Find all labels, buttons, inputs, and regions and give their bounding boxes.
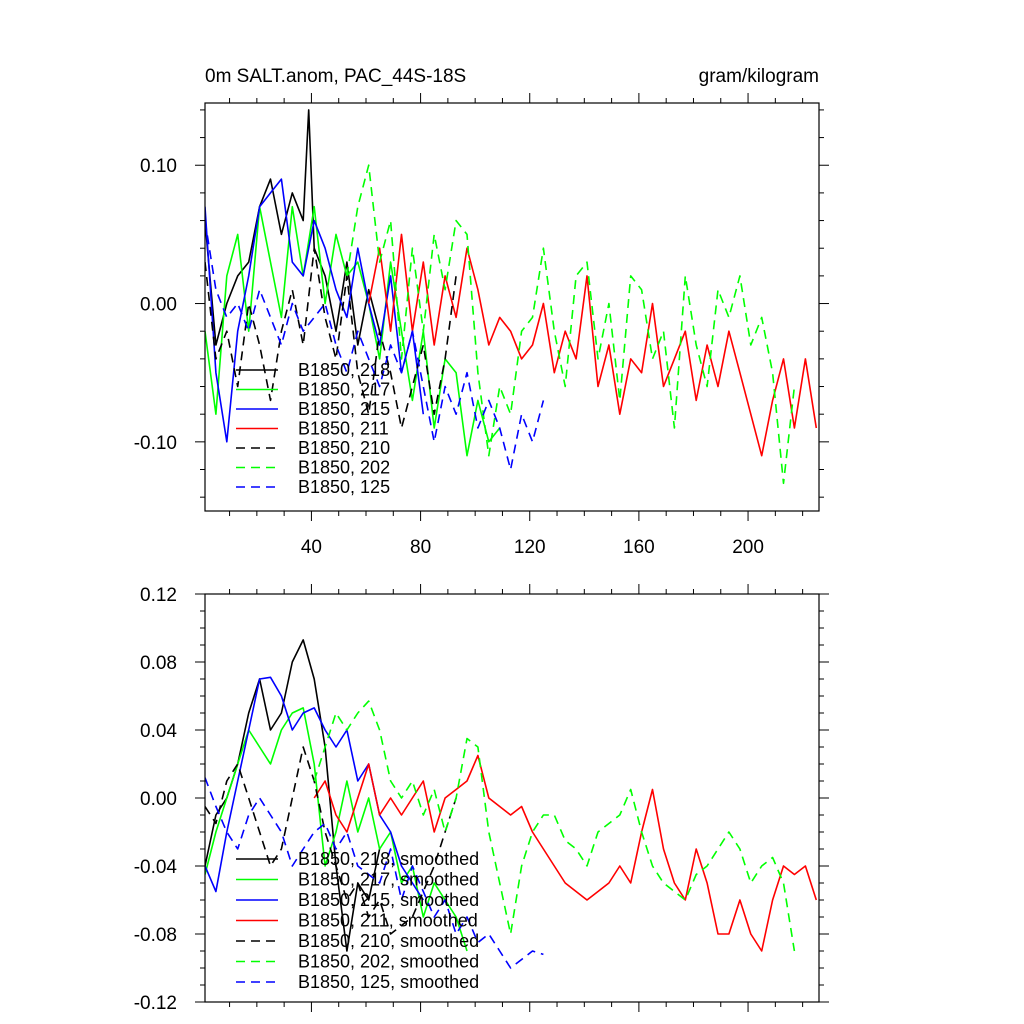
- series-line-7: [205, 220, 545, 471]
- legend-label: B1850, 217, smoothed: [298, 870, 479, 890]
- legend-label: B1850, 202: [298, 458, 390, 478]
- chart-title: 0m SALT.anom, PAC_44S-18S: [205, 66, 466, 87]
- x-tick-label: 160: [623, 537, 655, 558]
- y-tick-label: -0.10: [134, 433, 177, 454]
- legend-label: B1850, 215: [298, 399, 390, 419]
- series-line-2: [205, 205, 501, 457]
- series-line-4: [367, 233, 818, 457]
- legend-label: B1850, 218: [298, 360, 390, 380]
- y-tick-label: -0.08: [134, 925, 177, 946]
- legend-label: B1850, 202, smoothed: [298, 952, 479, 972]
- plot-frame: [204, 102, 820, 512]
- legend-label: B1850, 211: [298, 419, 389, 439]
- y-tick-label: 0.12: [140, 585, 177, 606]
- legend-label: B1850, 125: [298, 477, 390, 497]
- legend-label: B1850, 211, smoothed: [298, 911, 478, 931]
- legend-label: B1850, 210, smoothed: [298, 931, 479, 951]
- series-line-1: [205, 109, 381, 346]
- series-group: [205, 109, 818, 485]
- y-tick-label: 0.04: [140, 721, 177, 742]
- legend-label: B1850, 215, smoothed: [298, 890, 479, 910]
- y-tick-label: 0.00: [140, 295, 177, 316]
- series-line-7: [205, 777, 544, 969]
- legend-label: B1850, 217: [298, 380, 390, 400]
- x-tick-label: 40: [301, 537, 322, 558]
- series-group: [205, 639, 818, 969]
- x-tick-label: 200: [732, 537, 764, 558]
- y-tick-label: 0.00: [140, 789, 177, 810]
- legend-label: B1850, 210: [298, 438, 390, 458]
- units-label: gram/kilogram: [699, 66, 819, 87]
- x-tick-label: 120: [514, 537, 546, 558]
- series-line-5: [205, 746, 457, 935]
- y-tick-label: -0.04: [134, 857, 178, 878]
- bottom-panel: -0.12 -0.08 -0.04 0.00 0.04 0.08 0.12 B1850, 21…: [134, 584, 829, 1014]
- top-panel: 0m SALT.anom, PAC_44S-18S gram/kilogram 40…: [134, 66, 829, 558]
- series-line-6: [346, 164, 796, 485]
- legend-label: B1850, 125, smoothed: [298, 972, 479, 992]
- series-line-5: [205, 247, 457, 429]
- y-tick-label: 0.10: [140, 156, 177, 177]
- series-line-4: [313, 754, 818, 952]
- y-tick-label: -0.12: [134, 993, 177, 1014]
- series-line-6: [313, 700, 796, 952]
- y-tick-label: 0.08: [140, 653, 177, 674]
- x-tick-label: 80: [410, 537, 431, 558]
- series-line-3: [205, 676, 424, 901]
- legend-label: B1850, 218, smoothed: [298, 849, 479, 869]
